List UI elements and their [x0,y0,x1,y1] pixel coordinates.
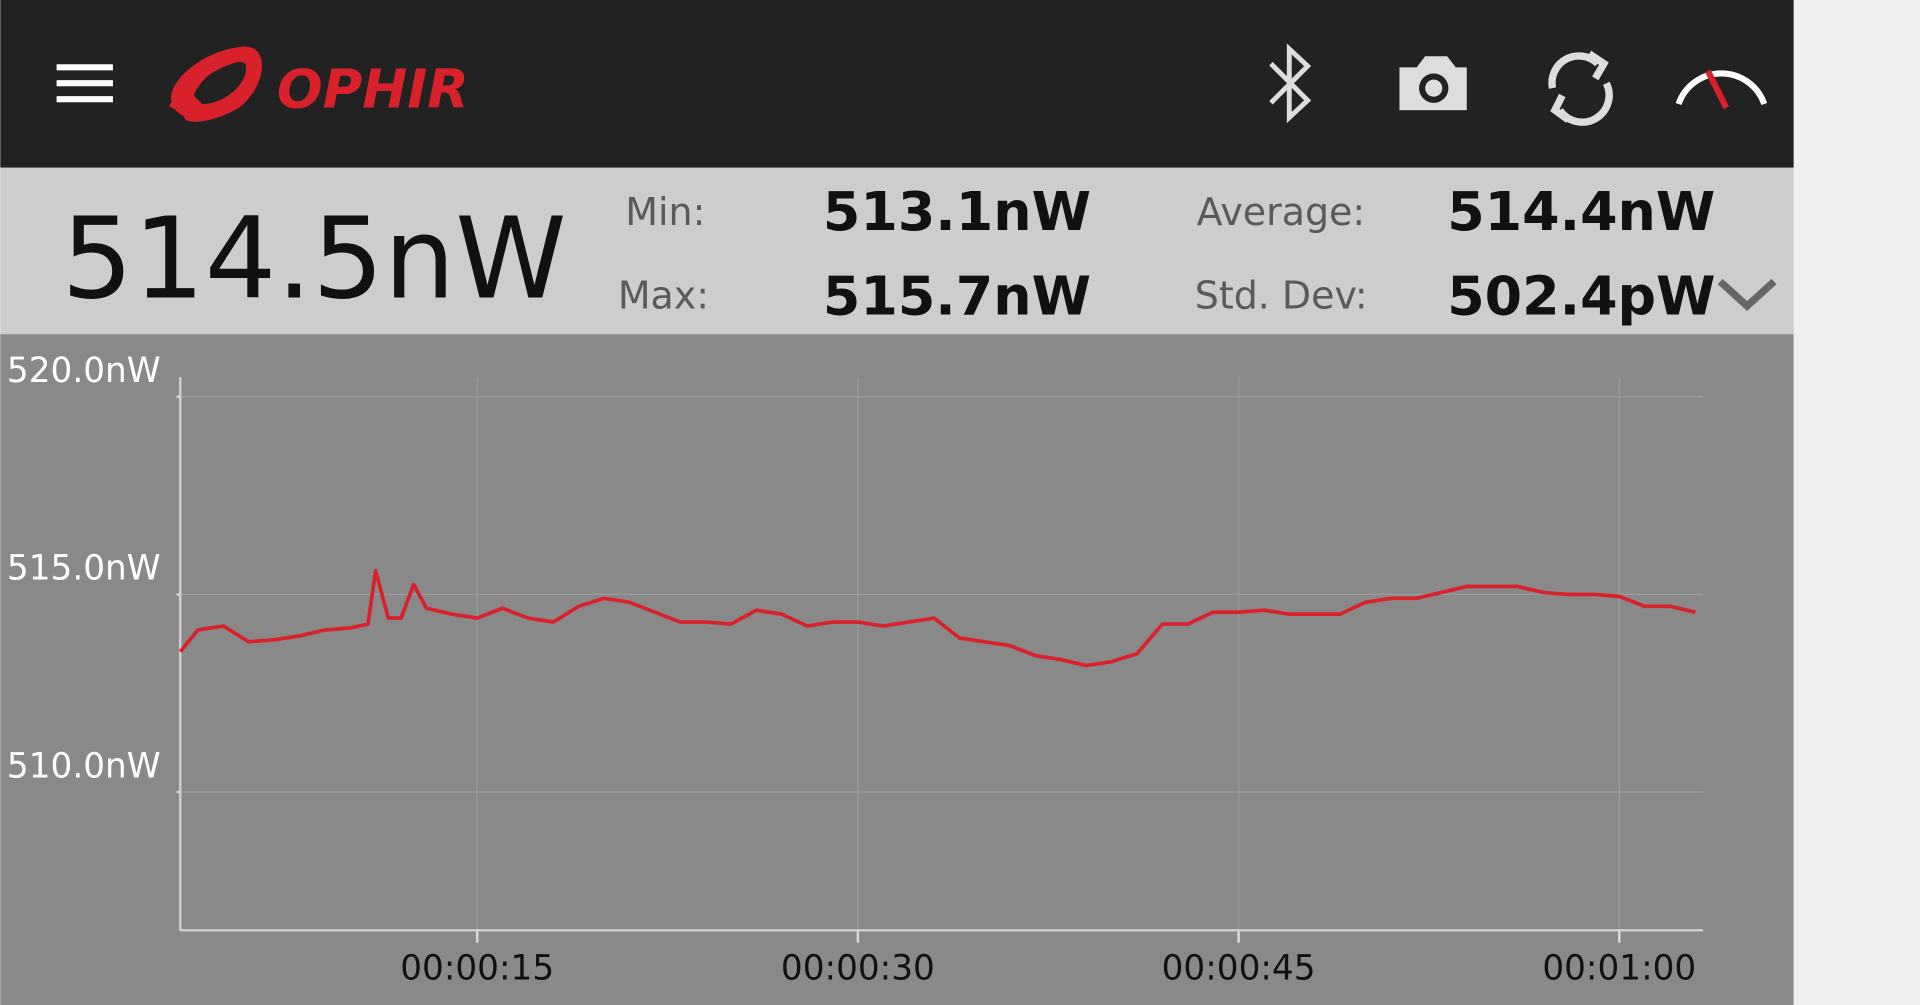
stat-value: 513.1nW [823,180,1091,243]
app-bar [0,0,1794,168]
stats-panel [0,167,1794,335]
y-tick-label: 510.0nW [7,746,161,786]
stat-label: Max: [618,273,709,317]
chart: 510.0nW 515.0nW 520.0nW 00:00:15 00:00:30 00:… [7,351,1704,988]
y-tick-label: 515.0nW [7,549,161,589]
logo: OPHIR [168,46,469,122]
stat-label: Average: [1197,190,1366,234]
x-tick-label: 00:00:45 [1162,948,1316,988]
data-line [178,568,1696,668]
expand-button[interactable] [1717,278,1777,311]
x-tick-label: 00:00:30 [781,948,935,988]
stat-value: 515.7nW [823,265,1091,328]
x-tick-label: 00:00:15 [400,948,554,988]
gauge-button[interactable] [1675,69,1768,110]
stat-label: Std. Dev: [1195,273,1368,317]
stat-value: 502.4pW [1447,265,1715,328]
refresh-button[interactable] [1548,50,1613,126]
stat-label: Min: [625,190,705,234]
brand: OPHIR [277,58,469,121]
y-tick-label: 520.0nW [7,351,161,391]
chart-panel [0,334,1794,1005]
x-tick-label: 00:01:00 [1542,948,1696,988]
logo-arc [168,55,240,110]
stat-value: 514.4nW [1447,180,1715,243]
current-reading: 514.5nW [61,192,566,324]
logo-swoosh [171,46,262,122]
camera-button[interactable] [1399,56,1467,111]
menu-button[interactable] [56,64,113,103]
bluetooth-button[interactable] [1269,43,1312,124]
